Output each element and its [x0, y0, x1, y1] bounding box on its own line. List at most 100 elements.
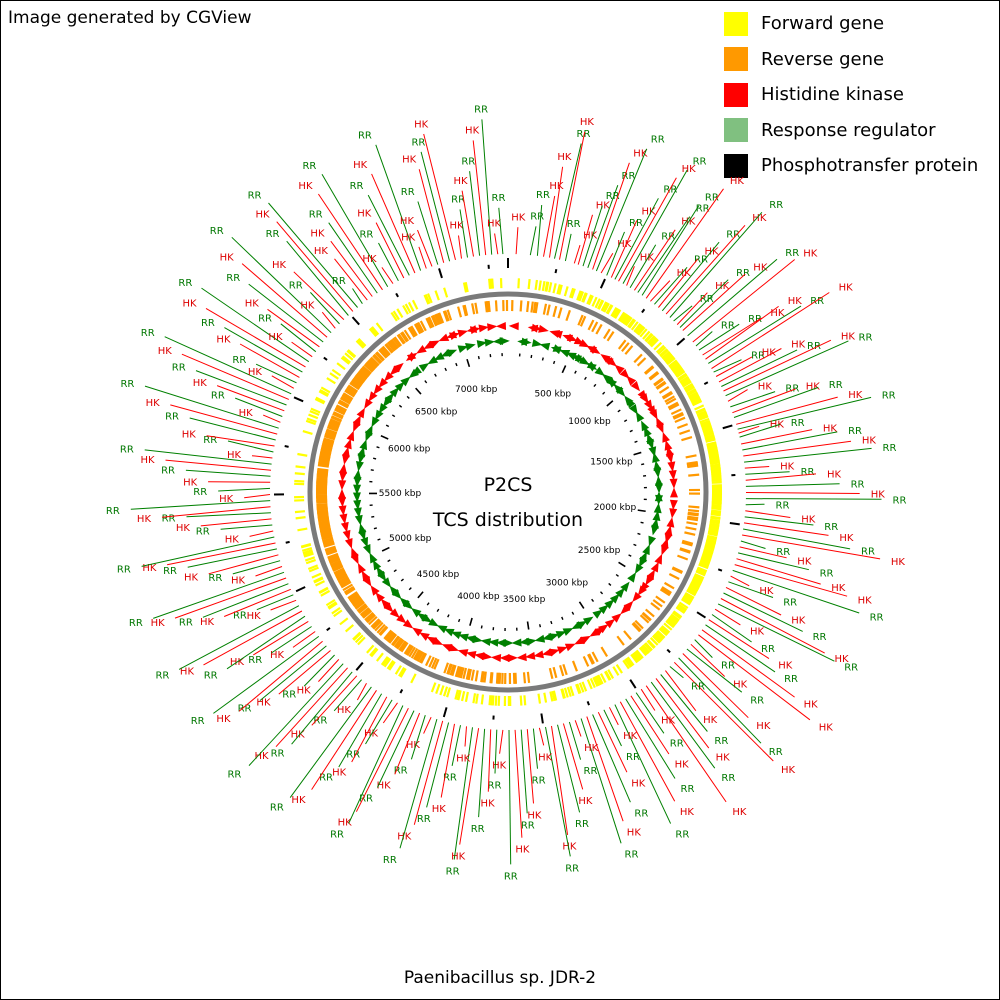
minor-tick — [436, 608, 440, 612]
rr-callout-label: RR — [810, 296, 824, 307]
rr-feature-arrow — [369, 552, 378, 564]
forward-gene — [659, 348, 668, 357]
hk-callout-line — [577, 214, 593, 265]
reverse-gene — [676, 423, 688, 430]
rr-callout-line — [375, 144, 422, 271]
reverse-gene — [370, 356, 380, 366]
hk-callout-label: HK — [225, 534, 240, 545]
reverse-gene — [639, 614, 650, 624]
reverse-gene — [413, 323, 422, 335]
center-subtitle: TCS distribution — [432, 509, 583, 531]
rr-feature-arrow — [364, 425, 373, 436]
hk-callout-label: HK — [675, 759, 690, 770]
minor-tick — [447, 614, 450, 618]
minor-tick — [550, 620, 553, 625]
rr-callout-label: RR — [238, 704, 252, 715]
forward-gene — [430, 682, 437, 693]
hk-feature-arrow — [604, 618, 616, 629]
reverse-gene — [685, 454, 697, 459]
rr-feature-arrow — [353, 507, 362, 518]
hk-callout-line — [382, 702, 398, 724]
rr-callout-line — [218, 487, 271, 492]
rr-callout-label: RR — [258, 313, 272, 324]
rr-callout-label: RR — [155, 671, 169, 682]
forward-gene — [696, 567, 707, 574]
reverse-gene — [668, 573, 680, 580]
rr-callout-line — [286, 240, 349, 316]
rr-callout-line — [708, 305, 802, 364]
rr-feature-arrow — [652, 510, 661, 522]
rr-callout-line — [348, 705, 404, 824]
hk-feature-arrow — [655, 422, 664, 434]
outer-tick — [696, 611, 707, 619]
rr-feature-arrow — [638, 556, 648, 568]
hk-feature-arrow — [594, 626, 606, 636]
rr-callout-label: RR — [161, 466, 175, 477]
forward-gene — [527, 278, 531, 290]
rr-feature-arrow — [652, 452, 660, 463]
forward-gene — [655, 630, 665, 640]
forward-gene — [704, 545, 715, 551]
hk-callout-line — [494, 233, 499, 255]
hk-callout-line — [418, 246, 427, 269]
rr-callout-label: RR — [705, 193, 719, 204]
hk-callout-line — [267, 308, 320, 348]
rr-callout-line — [686, 648, 743, 693]
reverse-gene — [446, 663, 452, 675]
legend-swatch-response-regulator — [724, 118, 748, 143]
forward-gene — [357, 636, 366, 646]
forward-gene — [690, 395, 701, 403]
reverse-gene — [494, 300, 498, 312]
hk-callout-line — [640, 688, 656, 711]
reverse-gene — [320, 450, 332, 456]
rr-callout-line — [291, 671, 353, 745]
forward-gene — [704, 543, 716, 549]
rr-callout-line — [352, 288, 363, 304]
forward-gene — [318, 390, 329, 397]
forward-gene — [589, 677, 596, 689]
reverse-gene — [316, 500, 328, 504]
hk-callout-label: HK — [642, 206, 657, 217]
reverse-gene — [419, 320, 427, 332]
minor-tick — [377, 538, 381, 541]
rr-feature-arrow — [629, 404, 638, 415]
rr-callout-line — [498, 207, 504, 255]
reverse-gene — [425, 317, 433, 329]
reverse-gene — [368, 615, 378, 626]
reverse-gene — [432, 314, 439, 326]
reverse-gene — [365, 613, 376, 623]
hk-callout-label: HK — [759, 586, 774, 597]
forward-gene — [689, 582, 700, 589]
outer-tick — [323, 356, 328, 361]
rr-callout-line — [189, 417, 276, 441]
hk-callout-label: HK — [839, 533, 854, 544]
reverse-gene — [317, 467, 329, 472]
hk-feature-arrow — [389, 365, 400, 376]
hk-callout-line — [167, 542, 276, 566]
rr-callout-label: RR — [870, 613, 884, 624]
reverse-gene — [330, 561, 342, 569]
forward-gene — [628, 319, 637, 329]
forward-gene — [446, 687, 451, 698]
forward-gene — [675, 369, 685, 377]
reverse-gene — [320, 530, 332, 536]
hk-callout-label: HK — [481, 799, 496, 810]
hk-feature-arrow — [661, 544, 669, 556]
hk-feature-arrow — [482, 652, 493, 661]
reverse-gene — [687, 511, 699, 516]
hk-callout-label: HK — [402, 155, 417, 166]
rr-feature-arrow — [353, 469, 362, 480]
reverse-gene — [323, 437, 335, 443]
hk-callout-line — [705, 305, 779, 360]
outer-tick — [629, 679, 637, 689]
forward-gene — [694, 404, 705, 411]
reverse-gene — [661, 390, 673, 399]
reverse-gene — [322, 537, 334, 543]
forward-gene — [318, 586, 329, 594]
reverse-gene — [392, 337, 401, 348]
reverse-gene — [454, 665, 460, 678]
rr-callout-line — [328, 222, 378, 294]
reverse-gene — [316, 509, 329, 514]
reverse-gene — [579, 315, 587, 327]
forward-gene — [392, 310, 400, 321]
